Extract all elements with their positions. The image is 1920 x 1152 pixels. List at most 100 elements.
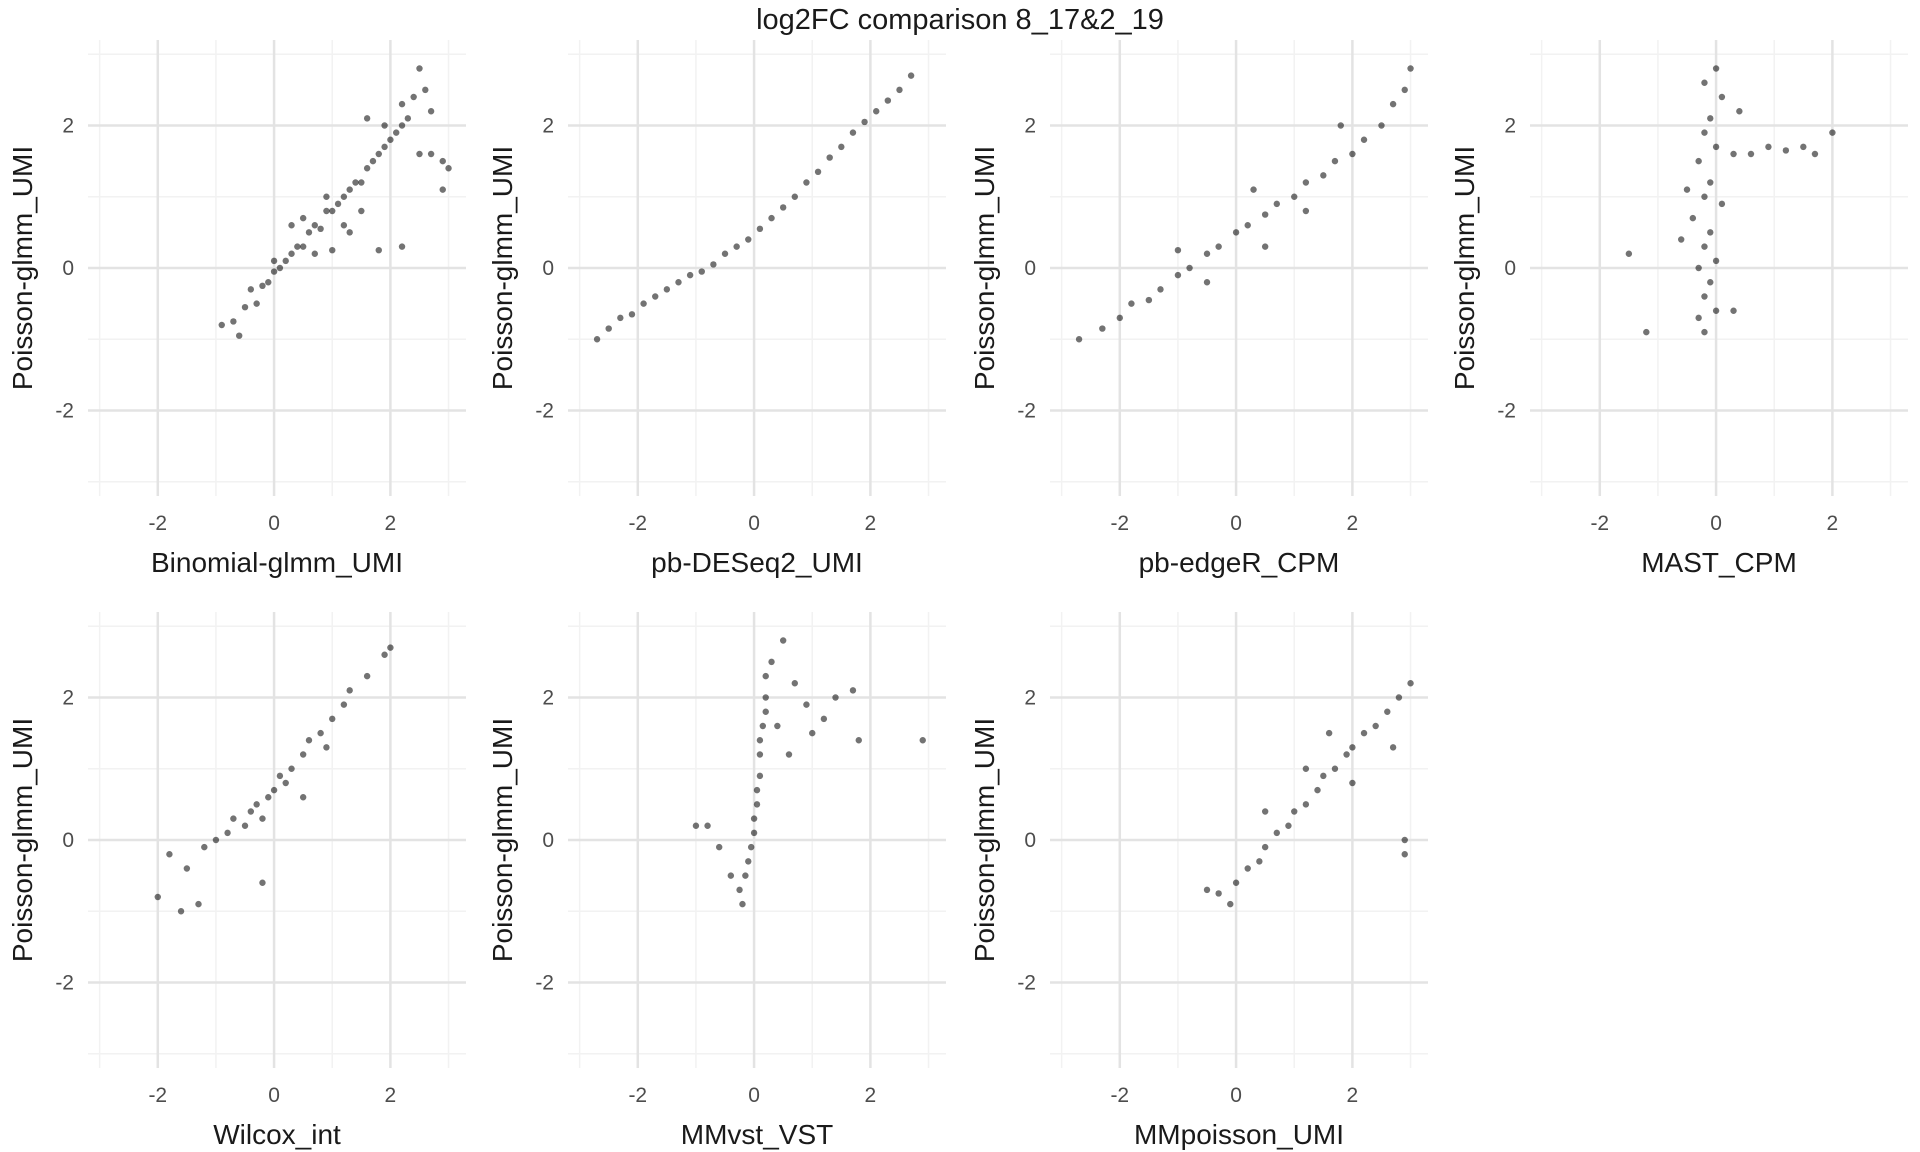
x-axis-title: MMvst_VST: [681, 1119, 833, 1150]
y-tick-label: -2: [55, 400, 74, 423]
data-point: [768, 214, 775, 222]
y-axis-title: Poisson-glmm_UMI: [487, 146, 518, 390]
x-tick-label: -2: [1110, 512, 1129, 535]
data-point: [1360, 729, 1368, 737]
data-point: [762, 708, 769, 715]
data-point: [1291, 193, 1298, 200]
data-point: [1829, 129, 1836, 136]
x-axis-title: Wilcox_int: [213, 1119, 341, 1150]
data-point: [1291, 808, 1298, 815]
data-point: [1695, 314, 1702, 322]
data-point: [369, 157, 377, 165]
data-point: [1261, 211, 1269, 218]
data-point: [1401, 851, 1408, 858]
data-point: [733, 243, 740, 250]
data-point: [236, 332, 243, 339]
data-point: [1689, 214, 1697, 222]
data-point: [1302, 179, 1310, 186]
data-point: [896, 86, 903, 94]
data-point: [692, 822, 700, 829]
data-point: [750, 815, 758, 822]
data-point: [387, 136, 394, 143]
data-point: [759, 722, 767, 730]
data-point: [756, 751, 764, 758]
data-point: [358, 207, 365, 215]
data-point: [445, 165, 452, 172]
data-point: [1712, 143, 1720, 151]
data-point: [1695, 264, 1702, 272]
data-point: [727, 872, 735, 879]
data-point: [1273, 200, 1281, 208]
data-point: [753, 801, 761, 808]
data-point: [791, 193, 798, 200]
data-point: [1707, 229, 1714, 236]
data-point: [1227, 900, 1234, 908]
data-point: [218, 321, 225, 329]
y-axis-title: Poisson-glmm_UMI: [7, 718, 38, 962]
y-tick-label: 2: [62, 687, 74, 710]
data-point: [410, 93, 417, 101]
data-point: [294, 243, 301, 250]
data-point: [1678, 236, 1685, 243]
data-point: [427, 150, 435, 158]
y-tick-label: 2: [1504, 115, 1516, 138]
data-point: [1701, 328, 1708, 336]
data-point: [358, 179, 365, 186]
data-point: [241, 822, 249, 829]
data-point: [1261, 243, 1269, 250]
data-point: [919, 737, 926, 744]
data-point: [317, 225, 324, 233]
data-point: [826, 154, 833, 161]
data-point: [1389, 100, 1397, 108]
data-point: [1765, 143, 1772, 151]
data-point: [299, 794, 307, 801]
data-point: [1782, 147, 1790, 154]
data-point: [1244, 222, 1251, 229]
data-point: [753, 786, 761, 794]
data-point: [323, 744, 330, 751]
data-point: [270, 257, 278, 265]
data-point: [1401, 836, 1408, 844]
data-point: [762, 694, 769, 701]
x-axis-title: MMpoisson_UMI: [1134, 1119, 1344, 1150]
data-point: [736, 886, 743, 894]
x-tick-label: -2: [148, 1084, 167, 1107]
data-point: [1273, 829, 1281, 837]
data-point: [884, 97, 892, 104]
data-point: [1811, 150, 1819, 158]
data-point: [299, 751, 307, 758]
scatter-panel-3: -2 0 2 -2 0 2 pb-edgeR_CPM Poisson-glmm_UMI: [969, 40, 1428, 578]
data-point: [1320, 772, 1327, 780]
data-point: [774, 722, 781, 730]
scatter-panel-1: -2 0 2 -2 0 2 Binomial-glmm_UMI Poisson-glmm_UM…: [7, 40, 466, 578]
x-tick-label: 0: [1230, 1084, 1242, 1107]
y-axis-title: Poisson-glmm_UMI: [1449, 146, 1480, 390]
data-point: [1395, 694, 1403, 701]
y-tick-label: -2: [55, 972, 74, 995]
data-point: [1707, 279, 1714, 286]
data-point: [710, 261, 717, 268]
data-point: [756, 772, 764, 780]
x-tick-label: 0: [1710, 512, 1722, 535]
data-point: [1145, 296, 1153, 304]
data-point: [1174, 271, 1182, 279]
data-point: [416, 150, 423, 158]
data-point: [416, 65, 423, 72]
x-axis-title: Binomial-glmm_UMI: [151, 547, 403, 578]
data-point: [1343, 751, 1350, 758]
data-point: [1372, 722, 1379, 730]
data-point: [832, 694, 839, 701]
data-point: [1701, 79, 1708, 86]
data-point: [861, 118, 868, 126]
x-axis-title: pb-DESeq2_UMI: [651, 547, 863, 578]
data-point: [253, 801, 260, 808]
data-point: [154, 893, 161, 901]
data-point: [1625, 250, 1633, 257]
data-point: [907, 72, 915, 79]
data-point: [809, 729, 816, 737]
data-point: [675, 279, 682, 286]
x-tick-label: 2: [865, 512, 877, 535]
data-point: [1128, 300, 1135, 307]
